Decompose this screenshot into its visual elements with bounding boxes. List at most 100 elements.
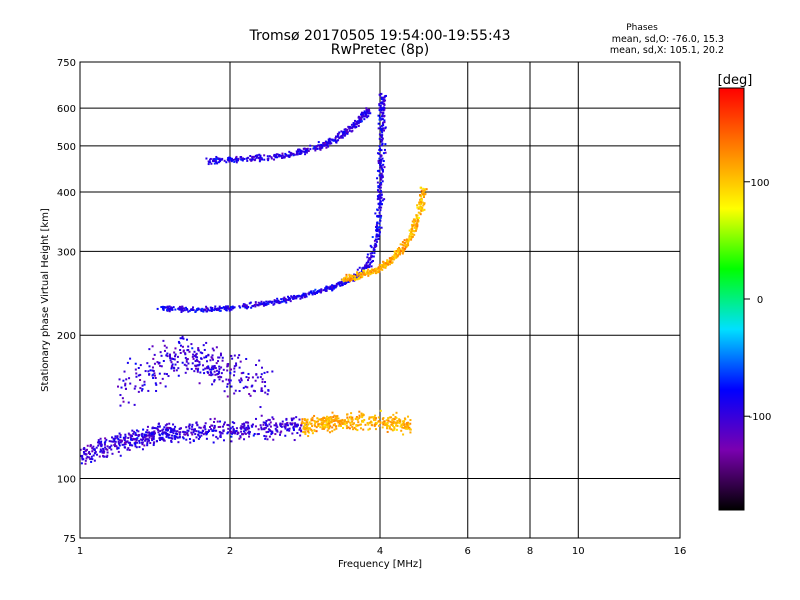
data-point [300,152,303,155]
data-point [353,124,356,127]
data-point [188,309,191,312]
data-point [190,368,193,371]
data-point [345,278,348,281]
data-point [211,373,214,376]
data-point [376,215,379,218]
data-point [335,419,338,422]
data-point [378,183,381,186]
data-point [370,252,373,255]
data-point [212,349,215,352]
data-point [368,108,371,111]
data-point [248,435,251,438]
data-point [209,418,212,421]
data-point [242,430,245,433]
data-point [333,286,336,289]
data-point [379,160,382,163]
data-point [263,427,266,430]
data-point [216,437,219,440]
data-point [148,439,151,442]
data-point [187,429,190,432]
data-point [233,365,236,368]
data-point [379,219,382,222]
data-point [377,185,380,188]
data-point [192,357,195,360]
data-point [137,390,140,393]
data-point [412,218,415,221]
data-point [211,365,214,368]
data-point [133,438,136,441]
data-point [418,201,421,204]
data-point [161,305,164,308]
data-point [352,422,355,425]
data-point [205,355,208,358]
data-point [348,129,351,132]
data-point [169,357,172,360]
data-point [247,424,250,427]
data-point [380,196,383,199]
data-point [363,268,366,271]
data-point [349,424,352,427]
data-point [279,431,282,434]
data-point [287,154,290,157]
data-point [374,428,377,431]
data-point [341,278,344,281]
data-point [196,370,199,373]
data-point [162,359,165,362]
data-point [375,226,378,229]
data-point [108,440,111,443]
data-point [141,441,144,444]
data-point [130,437,133,440]
data-point [309,144,312,147]
data-point [378,152,381,155]
data-point [414,229,417,232]
data-point [238,354,241,357]
data-point [170,367,173,370]
data-point [379,147,382,150]
data-point [199,426,202,429]
data-point [292,297,295,300]
data-point [239,381,242,384]
data-point [358,272,361,275]
data-point [417,207,420,210]
data-point [382,98,385,101]
data-point [376,177,379,180]
data-point [328,431,331,434]
data-point [164,431,167,434]
data-point [80,455,83,458]
data-point [192,353,195,356]
data-point [303,425,306,428]
data-point [325,285,328,288]
data-point [241,423,244,426]
data-point [366,111,369,114]
data-point [129,382,132,385]
data-point [291,418,294,421]
data-point [318,289,321,292]
data-point [377,266,380,269]
data-point [257,301,260,304]
data-point [121,397,124,400]
data-point [91,447,94,450]
data-point [360,273,363,276]
data-point [84,449,87,452]
data-point [279,422,282,425]
data-point [390,421,393,424]
data-point [253,159,256,162]
data-point [177,340,180,343]
data-point [376,152,379,155]
data-point [377,416,380,419]
data-point [91,458,94,461]
data-point [320,290,323,293]
data-point [390,258,393,261]
data-point [374,270,377,273]
data-point [217,360,220,363]
data-point [347,277,350,280]
data-point [360,116,363,119]
data-point [267,159,270,162]
data-point [90,460,93,463]
data-point [207,353,210,356]
data-point [122,400,125,403]
data-point [347,125,350,128]
data-point [161,433,164,436]
data-point [178,436,181,439]
data-point [106,445,109,448]
